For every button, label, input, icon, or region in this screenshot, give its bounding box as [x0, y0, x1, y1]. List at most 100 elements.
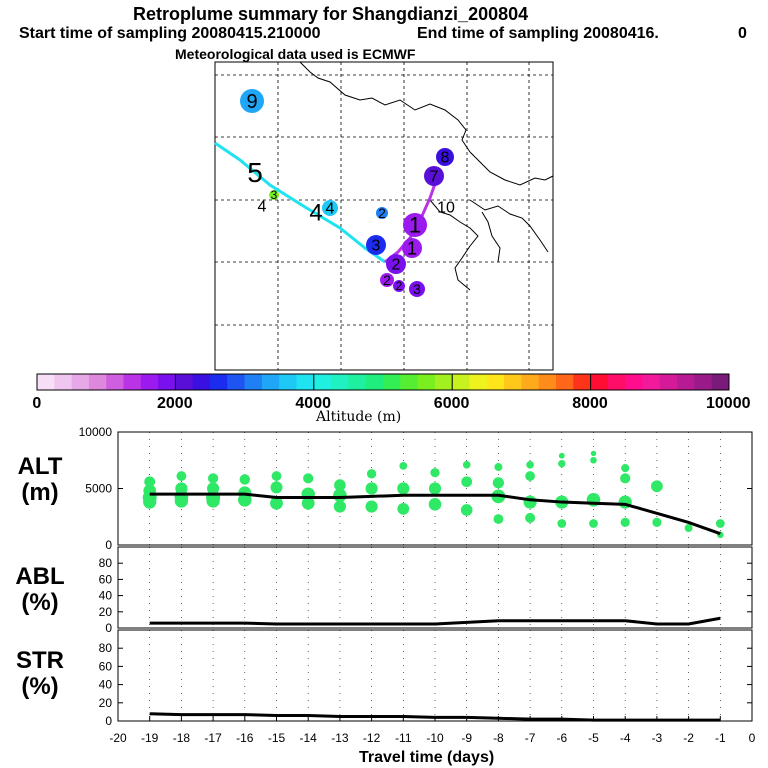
- colorbar-swatch: [538, 374, 557, 390]
- colorbar-swatch: [694, 374, 713, 390]
- altitude-dot: [651, 480, 663, 493]
- y-tick-label: 0: [105, 538, 112, 552]
- altitude-dot: [239, 474, 250, 485]
- y-tick-label: 40: [99, 678, 113, 692]
- altitude-dot: [461, 476, 473, 488]
- altitude-dot: [493, 514, 504, 524]
- panel-abl-label: ABL (%): [10, 564, 70, 616]
- colorbar-swatch: [573, 374, 592, 390]
- colorbar-swatch: [365, 374, 384, 390]
- figure-title: Retroplume summary for Shangdianzi_20080…: [133, 4, 529, 24]
- altitude-dot: [270, 481, 283, 494]
- map-marker: 4: [309, 199, 322, 226]
- map-marker: 2: [380, 272, 394, 288]
- y-tick-label: 5000: [85, 482, 112, 496]
- colorbar-swatch: [607, 374, 626, 390]
- altitude-dot: [397, 502, 410, 515]
- altitude-dot: [430, 468, 440, 478]
- end-time-suffix: 0: [738, 25, 747, 42]
- map-marker: 1: [402, 238, 422, 258]
- map-marker-label: 3: [372, 238, 381, 255]
- x-tick-label: -11: [395, 731, 412, 745]
- colorbar-tick-label: 4000: [295, 395, 331, 412]
- colorbar-swatch: [227, 374, 246, 390]
- altitude-dot: [525, 471, 535, 481]
- colorbar-swatch: [123, 374, 142, 390]
- map-marker: 3: [269, 188, 279, 202]
- colorbar-swatch: [313, 374, 332, 390]
- map-marker-label: 2: [378, 205, 386, 221]
- colorbar-swatch: [348, 374, 367, 390]
- colorbar-swatch: [244, 374, 263, 390]
- x-tick-label: -2: [683, 731, 694, 745]
- x-tick-label: -4: [620, 731, 631, 745]
- colorbar-swatch: [452, 374, 470, 390]
- y-tick-label: 80: [99, 556, 113, 570]
- panel-label-line: STR: [16, 647, 64, 674]
- colorbar-tick-label: 10000: [706, 395, 751, 412]
- map-marker-label: 1: [407, 238, 417, 258]
- map-marker-label: 4: [258, 199, 267, 216]
- map-marker: 2: [393, 279, 405, 293]
- map-marker: 5: [247, 157, 263, 188]
- map-coastlines-borders: [299, 61, 554, 291]
- panel-label-line: ALT: [17, 453, 63, 480]
- x-tick-label: -17: [204, 731, 222, 745]
- x-tick-label: 0: [749, 731, 756, 745]
- altitude-dot: [684, 524, 693, 533]
- map-marker: 4: [322, 200, 338, 218]
- x-tick-label: -8: [493, 731, 504, 745]
- panel-frame: [117, 546, 753, 629]
- altitude-dot: [428, 482, 442, 495]
- colorbar-swatch: [469, 374, 488, 390]
- y-tick-label: 20: [99, 605, 113, 619]
- x-tick-label: -12: [363, 731, 381, 745]
- x-tick-label: -7: [525, 731, 536, 745]
- y-tick-label: 20: [99, 696, 113, 710]
- x-tick-label: -5: [588, 731, 599, 745]
- colorbar-swatch: [106, 374, 124, 390]
- altitude-dot: [526, 460, 534, 469]
- altitude-dot: [589, 519, 598, 528]
- altitude-dot: [176, 471, 187, 481]
- altitude-dot: [397, 482, 410, 495]
- altitude-dot: [365, 482, 378, 495]
- altitude-dot: [523, 495, 537, 509]
- x-tick-label: -15: [268, 731, 286, 745]
- colorbar-swatch: [261, 374, 280, 390]
- colorbar-swatch: [417, 374, 436, 390]
- y-tick-label: 60: [99, 659, 113, 673]
- y-tick-label: 10000: [79, 425, 113, 439]
- map-marker-label: 10: [437, 200, 455, 217]
- altitude-dot: [590, 456, 597, 464]
- altitude-dot: [428, 498, 442, 511]
- altitude-dot: [652, 517, 662, 528]
- y-tick-label: 40: [99, 589, 113, 603]
- series-line-abl: [149, 616, 721, 626]
- colorbar-swatch: [642, 374, 661, 390]
- x-tick-label: -3: [652, 731, 663, 745]
- altitude-dot: [143, 495, 157, 509]
- x-tick-label: -18: [173, 731, 191, 745]
- altitude-dot: [333, 488, 347, 503]
- colorbar-swatch: [71, 374, 90, 390]
- colorbar-swatch: [140, 374, 159, 390]
- colorbar-swatch: [556, 374, 574, 390]
- map-marker-label: 2: [396, 279, 403, 293]
- colorbar-swatch: [486, 374, 505, 390]
- map-marker: 4: [258, 199, 267, 216]
- map-marker: 3: [366, 235, 386, 255]
- altitude-dot: [301, 496, 315, 510]
- met-data-label: Meteorological data used is ECMWF: [175, 46, 416, 62]
- map-marker-label: 4: [309, 199, 322, 226]
- colorbar-tick-label: 2000: [157, 395, 193, 412]
- map-marker-label: 2: [383, 272, 391, 288]
- altitude-dot: [333, 500, 346, 513]
- map-marker-label: 8: [441, 150, 450, 167]
- altitude-dot: [174, 494, 189, 508]
- y-tick-label: 0: [105, 714, 112, 728]
